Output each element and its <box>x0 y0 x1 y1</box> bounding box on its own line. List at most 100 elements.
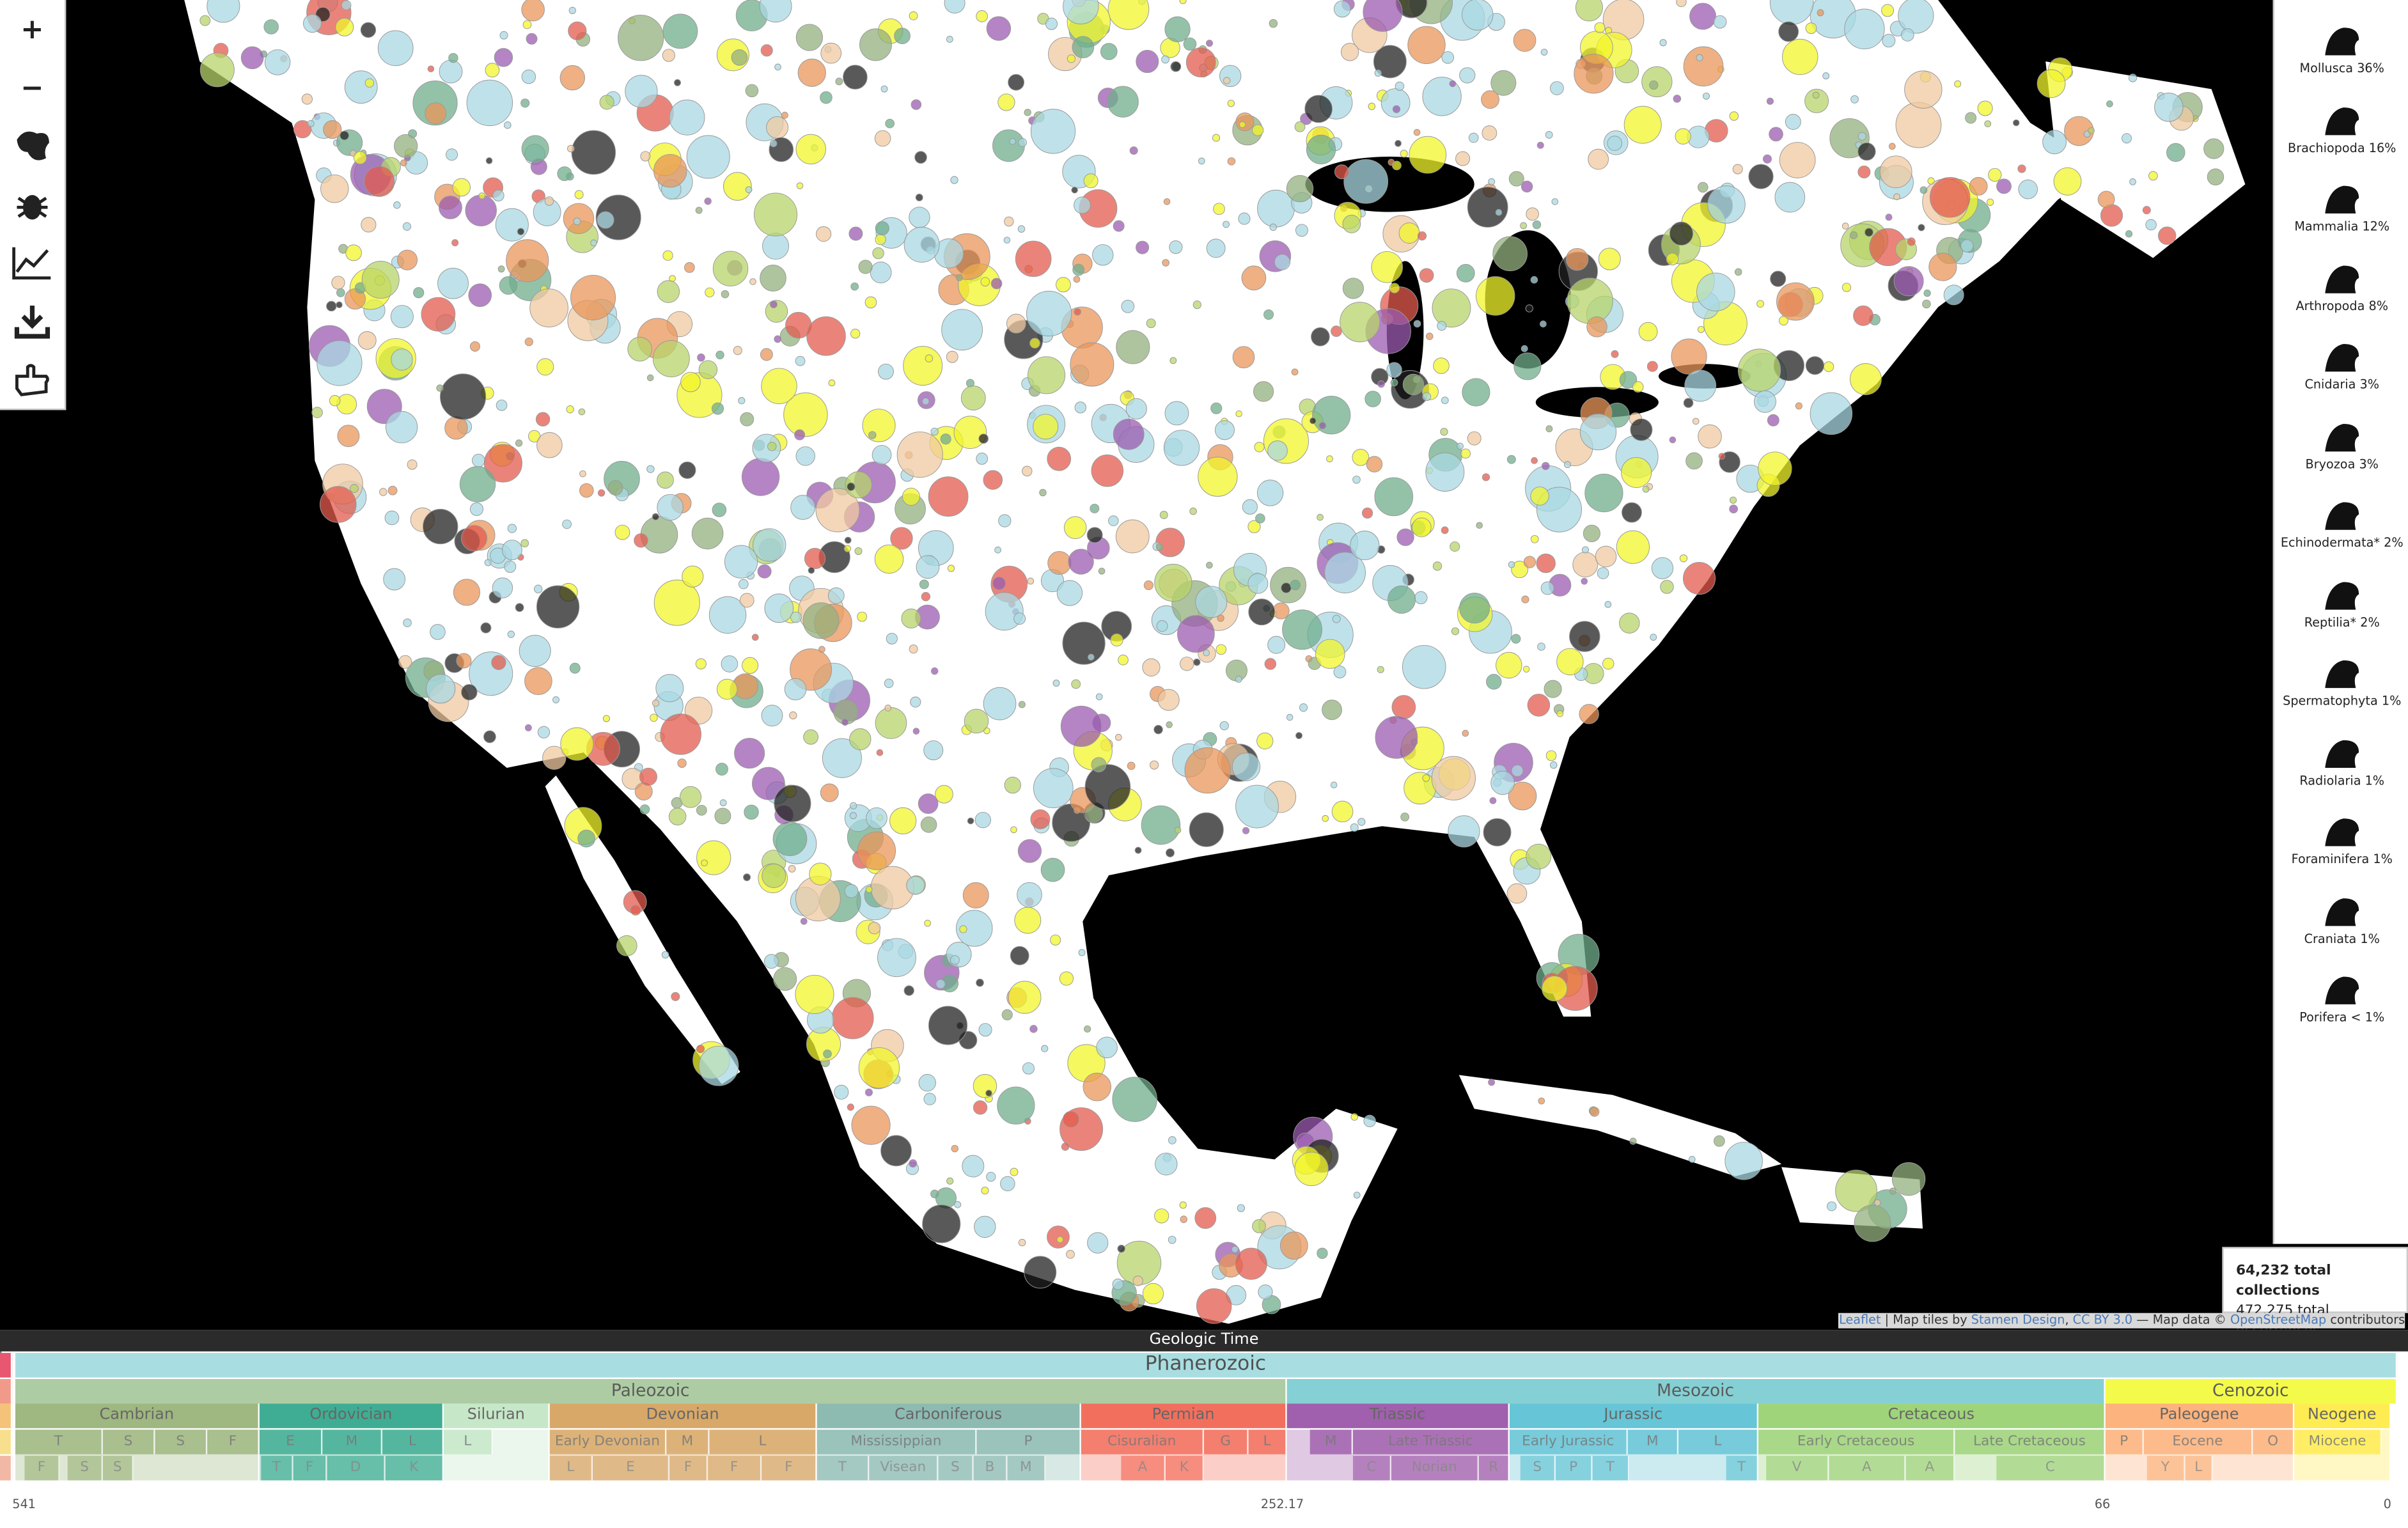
collection-dot[interactable] <box>712 503 727 517</box>
collection-dot[interactable] <box>1141 805 1181 845</box>
collection-dot[interactable] <box>845 471 872 499</box>
collection-dot[interactable] <box>849 728 872 751</box>
collection-dot[interactable] <box>1087 1232 1109 1254</box>
collection-dot[interactable] <box>1526 207 1539 221</box>
collection-dot[interactable] <box>1017 839 1042 863</box>
collection-dot[interactable] <box>1096 1036 1118 1059</box>
collection-dot[interactable] <box>1611 350 1619 358</box>
collection-dot[interactable] <box>820 91 833 104</box>
collection-dot[interactable] <box>1121 299 1135 313</box>
collection-dot[interactable] <box>353 151 367 165</box>
collection-dot[interactable] <box>492 189 504 202</box>
collection-dot[interactable] <box>1098 567 1106 575</box>
collection-dot[interactable] <box>1525 304 1533 313</box>
collection-dot[interactable] <box>1155 1152 1178 1176</box>
collection-dot[interactable] <box>808 566 815 574</box>
collection-dot[interactable] <box>795 24 824 51</box>
period-cell[interactable]: Triassic <box>1286 1403 1510 1428</box>
collection-dot[interactable] <box>494 48 513 67</box>
collection-dot[interactable] <box>1732 164 1743 175</box>
collection-dot[interactable] <box>1419 268 1434 283</box>
collection-dot[interactable] <box>337 425 360 448</box>
collection-dot[interactable] <box>1441 396 1449 405</box>
collection-dot[interactable] <box>1235 784 1279 829</box>
collection-dot[interactable] <box>336 301 343 309</box>
collection-dot[interactable] <box>909 1159 918 1168</box>
collection-dot[interactable] <box>1235 410 1242 417</box>
taxon-item[interactable]: Echinodermata* 2% <box>2274 490 2408 566</box>
collection-dot[interactable] <box>1267 635 1286 654</box>
collection-dot[interactable] <box>1673 95 1682 103</box>
epoch-cell[interactable]: M <box>1310 1430 1353 1454</box>
collection-dot[interactable] <box>1001 1009 1013 1020</box>
collection-dot[interactable] <box>652 513 659 520</box>
collection-dot[interactable] <box>453 579 481 606</box>
age-cell[interactable]: L <box>2185 1456 2213 1481</box>
collection-dot[interactable] <box>841 719 848 726</box>
precambrian-cell[interactable] <box>0 1430 13 1454</box>
collection-dot[interactable] <box>1063 1111 1079 1128</box>
collection-dot[interactable] <box>773 967 797 991</box>
collection-dot[interactable] <box>1353 1191 1361 1199</box>
collection-dot[interactable] <box>848 226 863 241</box>
collection-dot[interactable] <box>1810 392 1853 435</box>
period-cell[interactable]: Carboniferous <box>817 1403 1081 1428</box>
collection-dot[interactable] <box>331 276 345 290</box>
collection-dot[interactable] <box>1084 1025 1091 1033</box>
collection-dot[interactable] <box>834 1084 849 1100</box>
collection-dot[interactable] <box>901 608 921 628</box>
collection-dot[interactable] <box>1373 45 1407 79</box>
collection-dot[interactable] <box>864 1088 873 1096</box>
collection-dot[interactable] <box>910 696 921 708</box>
collection-dot[interactable] <box>1113 418 1145 450</box>
collection-dot[interactable] <box>379 488 387 496</box>
collection-dot[interactable] <box>974 811 991 829</box>
collection-dot[interactable] <box>1146 318 1156 329</box>
age-cell[interactable]: Visean <box>869 1456 939 1481</box>
collection-dot[interactable] <box>951 1144 958 1153</box>
collection-dot[interactable] <box>822 738 862 778</box>
collection-dot[interactable] <box>1116 330 1150 364</box>
collection-dot[interactable] <box>1540 49 1548 56</box>
collection-dot[interactable] <box>1343 159 1389 204</box>
collection-dot[interactable] <box>1718 453 1726 460</box>
collection-dot[interactable] <box>1619 612 1640 634</box>
collection-dot[interactable] <box>364 78 375 88</box>
collection-dot[interactable] <box>1010 1167 1019 1176</box>
collection-dot[interactable] <box>967 817 974 825</box>
collection-dot[interactable] <box>806 316 846 356</box>
collection-dot[interactable] <box>1017 882 1042 908</box>
collection-dot[interactable] <box>800 917 808 925</box>
collection-dot[interactable] <box>1885 214 1893 221</box>
collection-dot[interactable] <box>2129 178 2136 185</box>
collection-dot[interactable] <box>1590 1107 1600 1117</box>
collection-dot[interactable] <box>1597 567 1609 579</box>
collection-dot[interactable] <box>568 21 587 40</box>
collection-dot[interactable] <box>763 954 779 969</box>
collection-dot[interactable] <box>1217 614 1224 622</box>
collection-dot[interactable] <box>1083 173 1098 189</box>
collection-dot[interactable] <box>866 807 887 829</box>
collection-dot[interactable] <box>1331 325 1342 337</box>
collection-dot[interactable] <box>795 446 815 466</box>
collection-dot[interactable] <box>579 470 586 478</box>
collection-dot[interactable] <box>1004 776 1021 794</box>
collection-dot[interactable] <box>1907 237 1916 246</box>
collection-dot[interactable] <box>1150 760 1159 770</box>
epoch-cell[interactable]: Eocene <box>2143 1430 2253 1454</box>
period-cell[interactable]: Cambrian <box>15 1403 260 1428</box>
collection-dot[interactable] <box>1602 657 1614 670</box>
collection-dot[interactable] <box>1651 557 1674 579</box>
collection-dot[interactable] <box>1483 818 1512 846</box>
collection-dot[interactable] <box>1954 80 1962 88</box>
collection-dot[interactable] <box>459 466 496 503</box>
collection-dot[interactable] <box>872 445 892 465</box>
collection-dot[interactable] <box>772 822 808 856</box>
collection-dot[interactable] <box>1457 442 1464 450</box>
collection-dot[interactable] <box>909 644 918 654</box>
collection-dot[interactable] <box>1039 488 1047 497</box>
collection-dot[interactable] <box>307 120 315 127</box>
collection-dot[interactable] <box>935 979 946 989</box>
collection-dot[interactable] <box>1295 732 1303 740</box>
collection-dot[interactable] <box>1193 659 1201 666</box>
